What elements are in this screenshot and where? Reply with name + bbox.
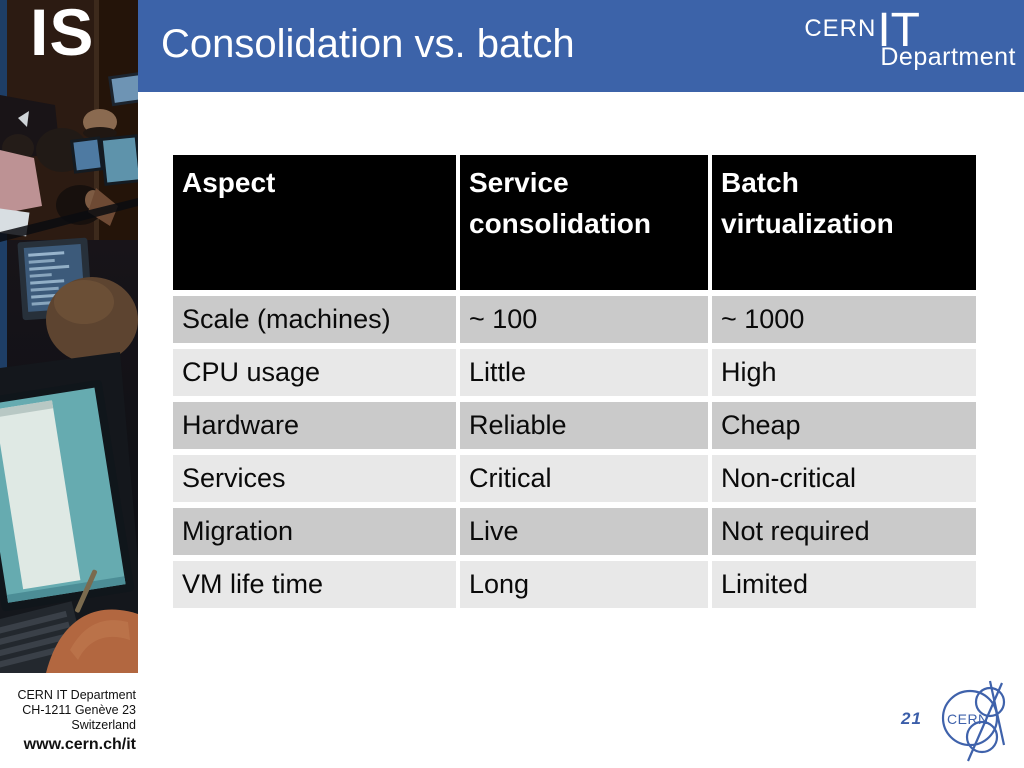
table-cell: VM life time [173, 561, 456, 608]
table-row: VM life time Long Limited [173, 561, 976, 608]
column-header-aspect: Aspect [173, 155, 456, 290]
table-cell: Migration [173, 508, 456, 555]
cern-it-department-logo: CERN IT Department [804, 4, 1016, 72]
table-cell: Cheap [712, 402, 976, 449]
table-row: Migration Live Not required [173, 508, 976, 555]
comparison-table: Aspect Service consolidation Batch virtu… [173, 155, 976, 614]
table-cell: Critical [460, 455, 708, 502]
table-cell: Services [173, 455, 456, 502]
table-header-row: Aspect Service consolidation Batch virtu… [173, 155, 976, 290]
it-logo-text: IT [877, 4, 920, 57]
table-cell: Little [460, 349, 708, 396]
department-logo-text: Department [880, 42, 1016, 71]
table-cell: CPU usage [173, 349, 456, 396]
table-cell: Non-critical [712, 455, 976, 502]
table-cell: High [712, 349, 976, 396]
cern-it-logo-row: CERN IT [804, 4, 1016, 57]
cern-rings-logo: CERN [933, 679, 1017, 765]
address-line: CH-1211 Genève 23 [22, 703, 136, 717]
page-number: 21 [901, 709, 922, 728]
cern-accelerator-rings-icon: CERN [941, 680, 1006, 762]
footer-website-link: www.cern.ch/it [23, 736, 136, 753]
footer-address: CERN IT Department CH-1211 Genève 23 Swi… [0, 688, 136, 755]
address-line: Switzerland [71, 718, 136, 732]
table-cell: Long [460, 561, 708, 608]
column-header-service-consolidation: Service consolidation [460, 155, 708, 290]
address-line: CERN IT Department [17, 688, 136, 702]
page-title: Consolidation vs. batch [161, 21, 575, 66]
cern-logo-text: CERN [804, 15, 877, 42]
table-cell: Reliable [460, 402, 708, 449]
table-cell: Limited [712, 561, 976, 608]
column-header-batch-virtualization: Batch virtualization [712, 155, 976, 290]
slide-header: Consolidation vs. batch CERN IT Departme… [138, 0, 1024, 92]
table-row: Hardware Reliable Cheap [173, 402, 976, 449]
table-cell: Hardware [173, 402, 456, 449]
lecture-hall-photo-icon [0, 0, 138, 673]
table-cell: Live [460, 508, 708, 555]
cern-logo-label: CERN [947, 711, 989, 727]
table-row: Services Critical Non-critical [173, 455, 976, 502]
table-cell: Not required [712, 508, 976, 555]
sidebar-photo: IS [0, 0, 138, 673]
is-group-badge: IS [30, 0, 95, 69]
table-cell: Scale (machines) [173, 296, 456, 343]
table-row: CPU usage Little High [173, 349, 976, 396]
table-row: Scale (machines) ~ 100 ~ 1000 [173, 296, 976, 343]
table-cell: ~ 100 [460, 296, 708, 343]
table-cell: ~ 1000 [712, 296, 976, 343]
